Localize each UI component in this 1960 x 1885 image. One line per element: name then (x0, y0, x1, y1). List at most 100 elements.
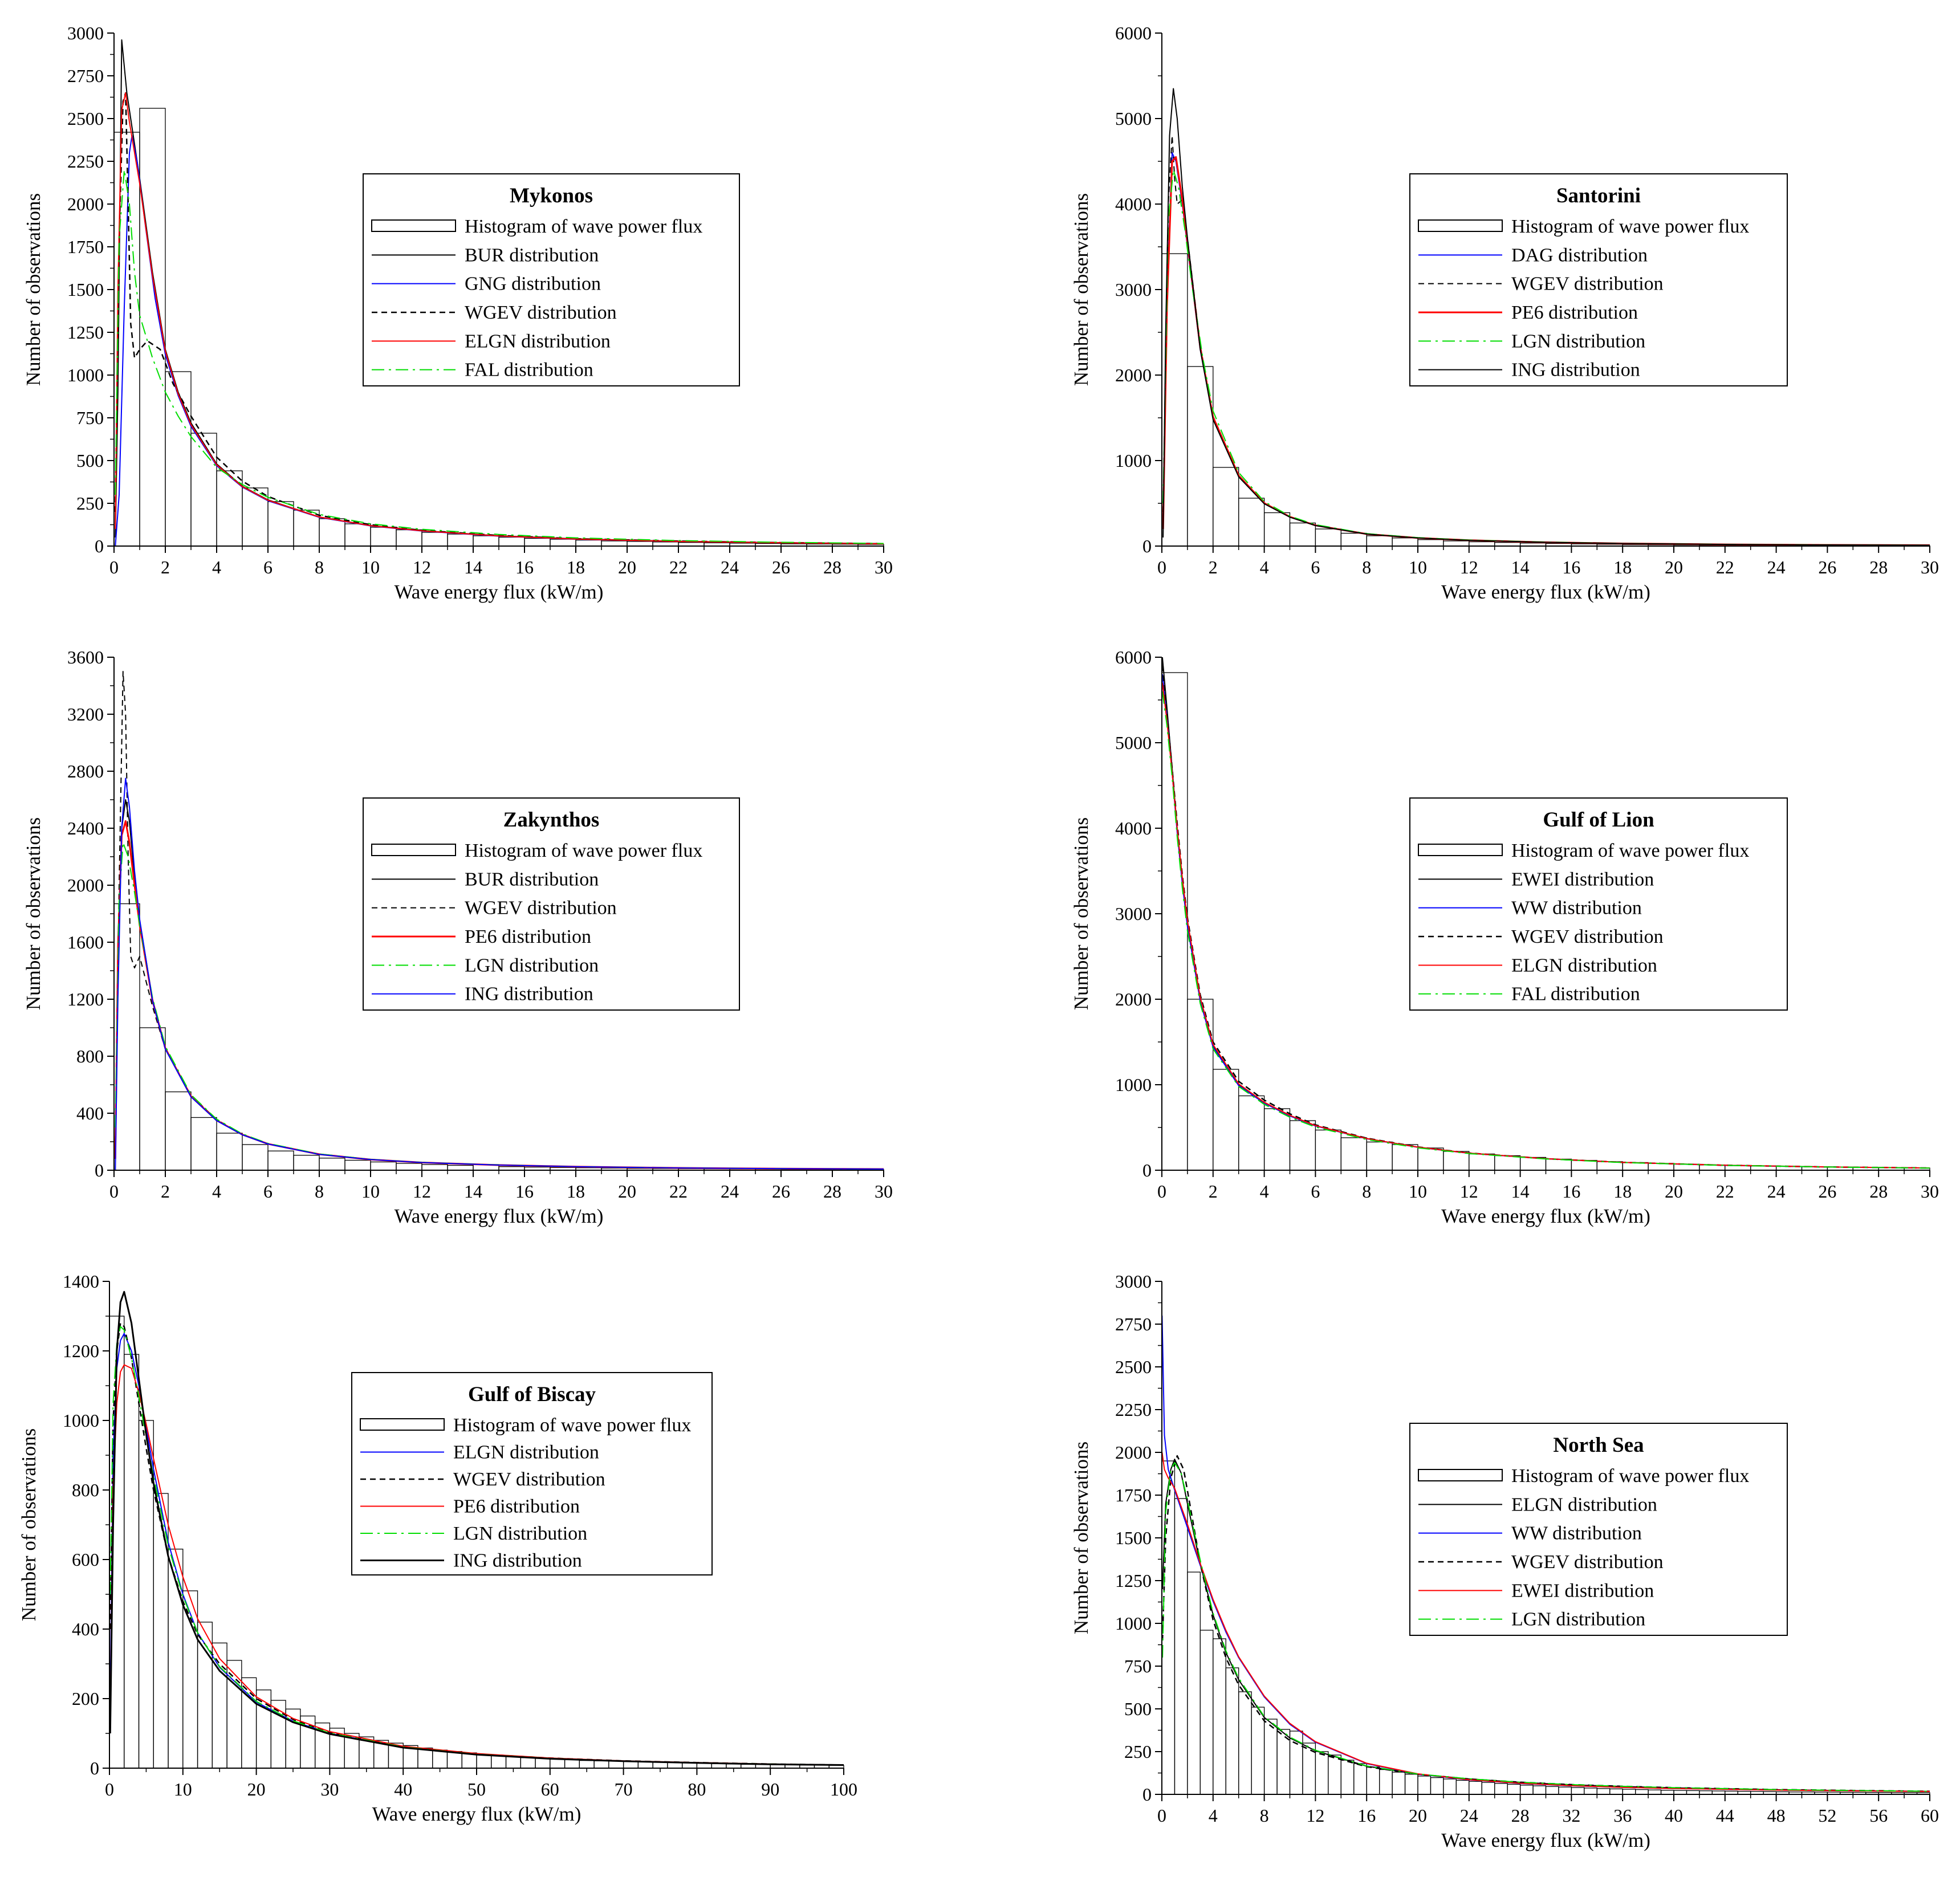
y-tick-label: 6000 (1115, 647, 1152, 667)
legend-entry-label: FAL distribution (465, 360, 593, 381)
y-tick-label: 1500 (1115, 1528, 1152, 1548)
y-tick-label: 2500 (1115, 1357, 1152, 1377)
x-tick-label: 16 (1562, 1181, 1580, 1202)
legend-entry-label: BUR distribution (465, 245, 599, 266)
legend-box (363, 797, 740, 1011)
x-tick-label: 22 (669, 557, 688, 577)
histogram-bar (1392, 538, 1418, 547)
legend-entry-label: BUR distribution (465, 869, 599, 890)
histogram-bar (579, 1760, 595, 1769)
histogram-bar (1519, 1157, 1547, 1171)
y-tick-label: 2750 (1115, 1314, 1152, 1334)
x-axis-label: Wave energy flux (kW/m) (395, 581, 604, 603)
legend-entry-label: ELGN distribution (465, 331, 611, 352)
x-tick-label: 28 (1869, 557, 1888, 577)
histogram-bar (1443, 1151, 1470, 1171)
histogram-bar (242, 487, 269, 547)
x-axis-label: Wave energy flux (kW/m) (395, 1205, 604, 1227)
legend-entry-label: PE6 distribution (453, 1496, 580, 1517)
legend-title: Gulf of Biscay (468, 1383, 596, 1406)
legend-entry-label: LGN distribution (1511, 1609, 1645, 1630)
histogram-bar (505, 1756, 521, 1769)
histogram-bar (1507, 1784, 1521, 1795)
y-tick-label: 500 (76, 450, 104, 471)
histogram-bar (446, 1751, 462, 1769)
legend-entry-label: EWEI distribution (1511, 1580, 1654, 1601)
histogram-bar (1634, 1789, 1649, 1795)
histogram-bar (1263, 512, 1291, 547)
y-tick-label: 2500 (67, 108, 104, 129)
histogram-bar (1596, 1788, 1611, 1795)
histogram-bar (1366, 1766, 1380, 1795)
histogram-bar (498, 536, 525, 547)
histogram-bar (564, 1759, 580, 1769)
x-axis-label: Wave energy flux (kW/m) (1441, 581, 1650, 603)
histogram-bar (1315, 528, 1341, 547)
y-tick-label: 2000 (1115, 1442, 1152, 1463)
x-tick-label: 28 (1869, 1181, 1888, 1202)
x-tick-label: 24 (1767, 1181, 1786, 1202)
legend-entry-label: Histogram of wave power flux (465, 216, 702, 237)
legend-box (1409, 173, 1788, 386)
histogram-bar (1251, 1707, 1265, 1795)
x-axis-label: Wave energy flux (kW/m) (1441, 1829, 1650, 1851)
legend: Gulf of Biscay Histogram of wave power fl… (351, 1372, 713, 1575)
x-tick-label: 14 (1511, 557, 1530, 577)
y-tick-label: 1000 (1115, 1074, 1152, 1095)
x-tick-label: 2 (1209, 1181, 1218, 1202)
y-tick-label: 200 (72, 1688, 99, 1709)
histogram-bar (1571, 1160, 1597, 1171)
y-tick-label: 1000 (67, 365, 104, 385)
legend-title: Gulf of Lion (1543, 808, 1654, 832)
histogram-bar (1443, 540, 1470, 547)
y-tick-label: 1500 (67, 279, 104, 300)
series-line-ing (109, 1290, 844, 1766)
x-tick-label: 0 (105, 1779, 114, 1799)
y-tick-label: 2000 (1115, 365, 1152, 385)
series-line-wgev (1161, 1455, 1930, 1792)
y-tick-label: 0 (1142, 1784, 1152, 1805)
x-tick-label: 24 (721, 557, 739, 577)
legend: North Sea Histogram of wave power flux ELG… (1409, 1423, 1788, 1636)
x-tick-label: 22 (669, 1181, 688, 1202)
y-tick-label: 6000 (1115, 23, 1152, 43)
histogram-bar (711, 1763, 727, 1769)
legend-entry-label: WGEV distribution (1511, 1552, 1664, 1573)
histogram-bar (370, 1161, 397, 1171)
y-tick-label: 3200 (67, 704, 104, 724)
histogram-bar (520, 1757, 536, 1769)
series-line-ing (1162, 88, 1930, 546)
x-tick-label: 10 (361, 1181, 380, 1202)
y-tick-label: 1000 (1115, 450, 1152, 471)
histogram-bar (1328, 1754, 1341, 1795)
legend-entry-label: Histogram of wave power flux (1511, 1465, 1749, 1487)
legend-entry-label: LGN distribution (453, 1523, 587, 1544)
histogram-bar (476, 1753, 492, 1769)
chart-panel-0: 0 2 4 6 8 10 12 14 16 18 20 22 24 26 28 300250500750100… (22, 23, 893, 603)
histogram-bar (1238, 1691, 1252, 1795)
x-tick-label: 10 (174, 1779, 192, 1799)
histogram-bar (1213, 467, 1239, 547)
legend-entry-label: ING distribution (1511, 360, 1640, 381)
y-tick-label: 2000 (67, 875, 104, 895)
y-tick-label: 400 (72, 1619, 99, 1639)
x-tick-label: 22 (1716, 557, 1734, 577)
histogram-bar (1430, 1777, 1444, 1795)
y-axis-label: Number of observations (1070, 1442, 1092, 1634)
histogram-bar (421, 1164, 448, 1171)
x-tick-label: 14 (1511, 1181, 1530, 1202)
histogram-bar (1199, 1630, 1214, 1795)
histogram-bar (1455, 1780, 1470, 1795)
legend-entry-label: GNG distribution (465, 274, 601, 295)
histogram-bar (601, 540, 628, 547)
x-tick-label: 8 (1362, 1181, 1371, 1202)
x-tick-label: 50 (467, 1779, 486, 1799)
x-tick-label: 60 (1921, 1805, 1939, 1826)
x-axis-label: Wave energy flux (kW/m) (372, 1803, 582, 1825)
histogram-bar (1213, 1638, 1226, 1795)
x-tick-label: 8 (1362, 557, 1371, 577)
histogram-bar (1545, 1786, 1559, 1795)
x-tick-label: 44 (1716, 1805, 1734, 1826)
histogram-bar (667, 1762, 683, 1769)
